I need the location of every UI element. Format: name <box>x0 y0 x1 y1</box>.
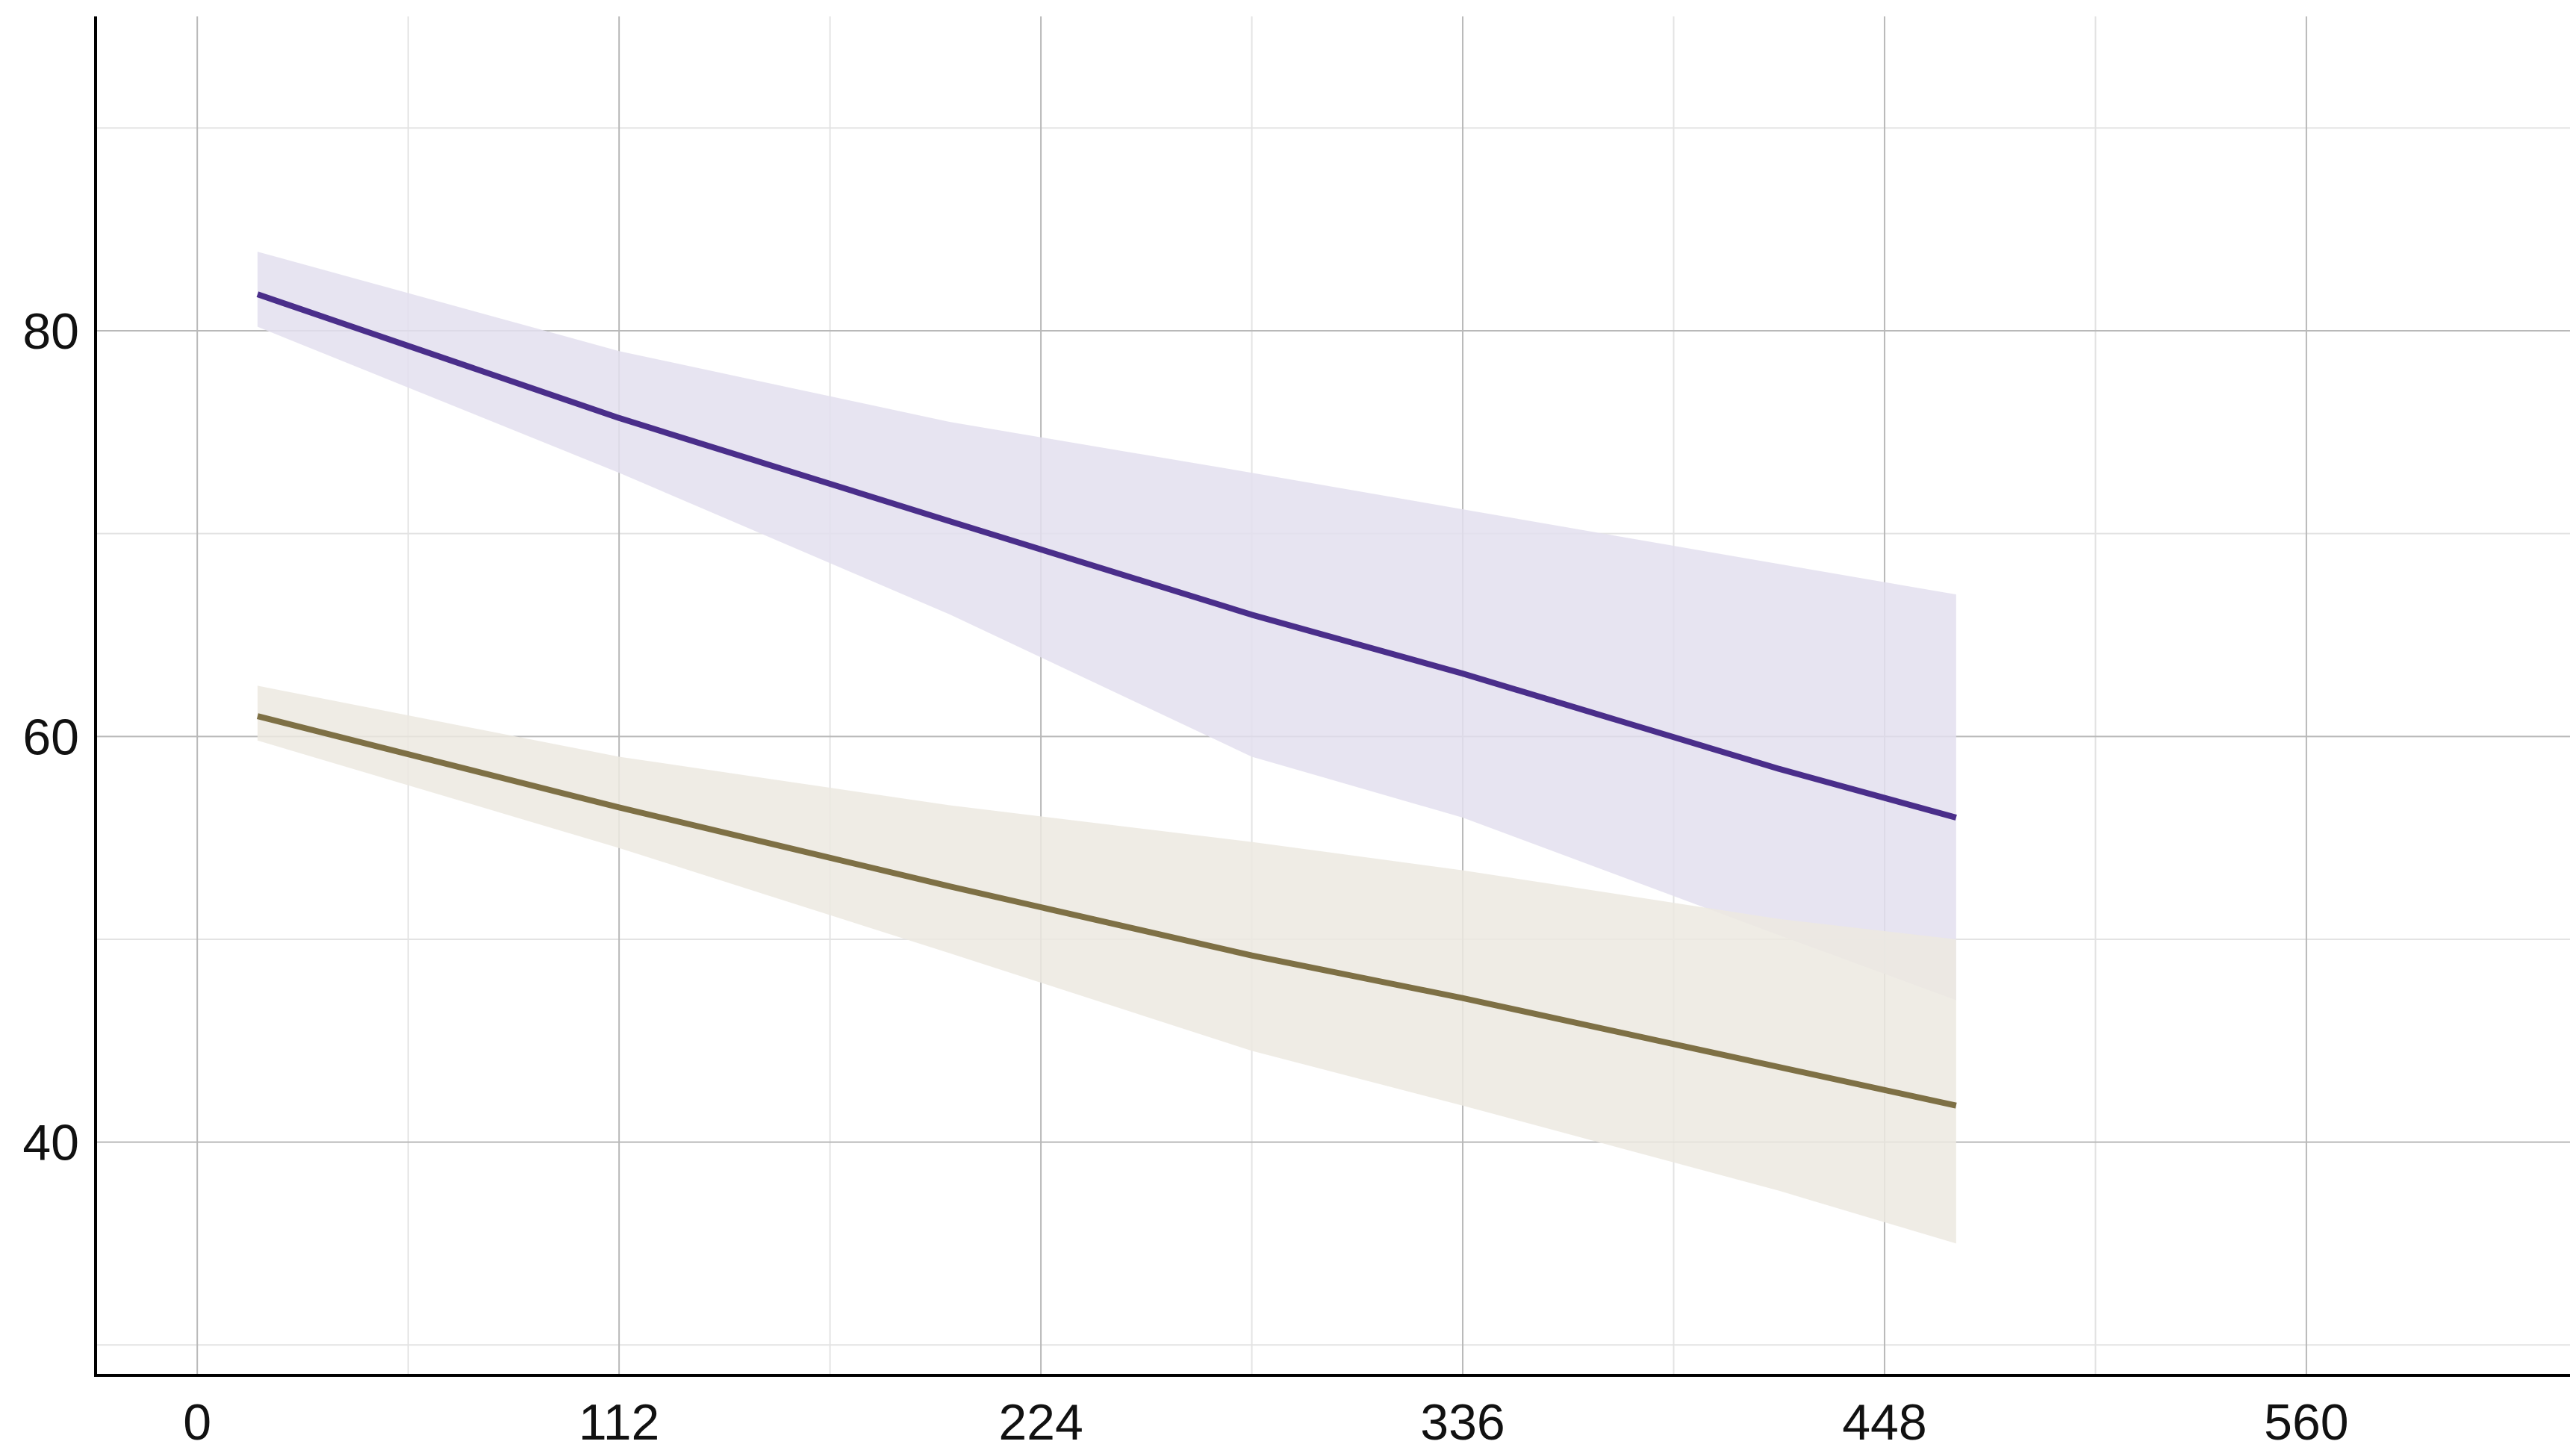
y-tick-label: 40 <box>22 1115 79 1172</box>
y-tick-label: 60 <box>22 709 79 765</box>
x-tick-label: 336 <box>1420 1394 1505 1451</box>
tick-labels: 0 112 224 336 448 560 40 60 80 <box>22 303 2348 1451</box>
x-tick-label: 448 <box>1842 1394 1926 1451</box>
series-2-line <box>256 713 1957 1109</box>
axes <box>94 16 2570 1377</box>
series-1-line <box>256 291 1957 821</box>
x-tick-label: 0 <box>183 1394 211 1451</box>
x-tick-label: 112 <box>579 1394 659 1451</box>
x-tick-label: 560 <box>2264 1394 2348 1451</box>
series-lines <box>256 291 1957 1109</box>
y-tick-label: 80 <box>22 303 79 360</box>
x-tick-label: 224 <box>998 1394 1083 1451</box>
